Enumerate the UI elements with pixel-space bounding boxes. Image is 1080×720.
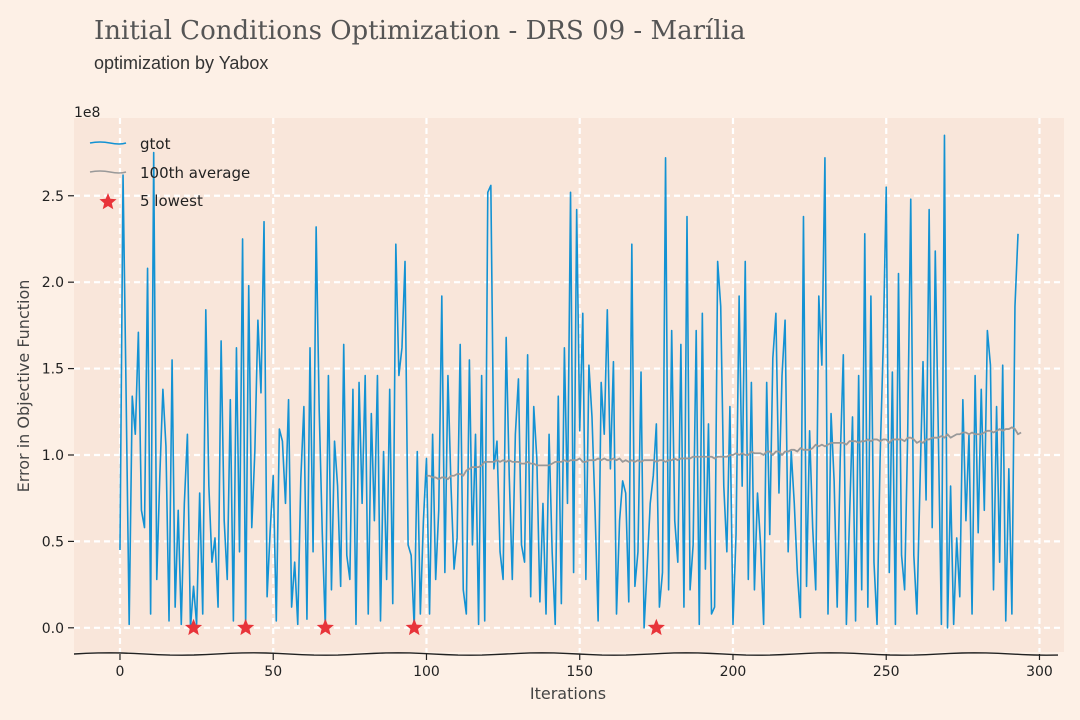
legend-label-lowest: 5 lowest bbox=[140, 192, 203, 210]
chart-subtitle: optimization by Yabox bbox=[94, 53, 269, 73]
y-axis: 0.0 0.5 1.0 1.5 2.0 2.5 bbox=[42, 189, 74, 637]
x-axis: 0 50 100 150 200 250 300 bbox=[116, 654, 1053, 680]
y-tick-label: 1.5 bbox=[42, 362, 64, 378]
y-tick-label: 0.5 bbox=[42, 534, 64, 550]
y-tick-label: 2.0 bbox=[42, 275, 64, 291]
x-axis-line bbox=[73, 652, 1059, 656]
series-line-average bbox=[426, 426, 1022, 481]
legend-label-average: 100th average bbox=[140, 164, 250, 182]
legend-label-gtot: gtot bbox=[140, 135, 171, 153]
series-layer bbox=[119, 134, 1022, 629]
legend-swatch-average bbox=[89, 170, 127, 174]
legend-star-icon bbox=[99, 193, 117, 210]
x-tick-label: 150 bbox=[566, 664, 593, 680]
x-axis-label: Iterations bbox=[530, 684, 606, 703]
lowest-point-star bbox=[405, 618, 423, 636]
x-tick-label: 250 bbox=[873, 664, 900, 680]
y-tick-label: 0.0 bbox=[42, 621, 64, 637]
x-tick-label: 300 bbox=[1026, 664, 1053, 680]
chart-title: Initial Conditions Optimization - DRS 09… bbox=[94, 16, 746, 46]
lowest-point-star bbox=[237, 618, 255, 636]
y-axis-label: Error in Objective Function bbox=[14, 280, 33, 493]
legend: gtot 100th average 5 lowest bbox=[89, 135, 250, 210]
x-tick-label: 200 bbox=[720, 664, 747, 680]
lowest-markers bbox=[184, 618, 665, 636]
y-axis-multiplier: 1e8 bbox=[74, 105, 100, 121]
x-tick-label: 50 bbox=[264, 664, 282, 680]
lowest-point-star bbox=[184, 618, 203, 636]
lowest-point-star bbox=[316, 618, 334, 636]
lowest-point-star bbox=[647, 618, 665, 636]
x-tick-label: 100 bbox=[413, 664, 440, 680]
legend-swatch-gtot bbox=[89, 141, 127, 145]
x-tick-label: 0 bbox=[116, 664, 125, 680]
y-tick-label: 2.5 bbox=[42, 189, 64, 205]
y-tick-label: 1.0 bbox=[42, 448, 64, 464]
series-line-gtot bbox=[119, 134, 1019, 629]
